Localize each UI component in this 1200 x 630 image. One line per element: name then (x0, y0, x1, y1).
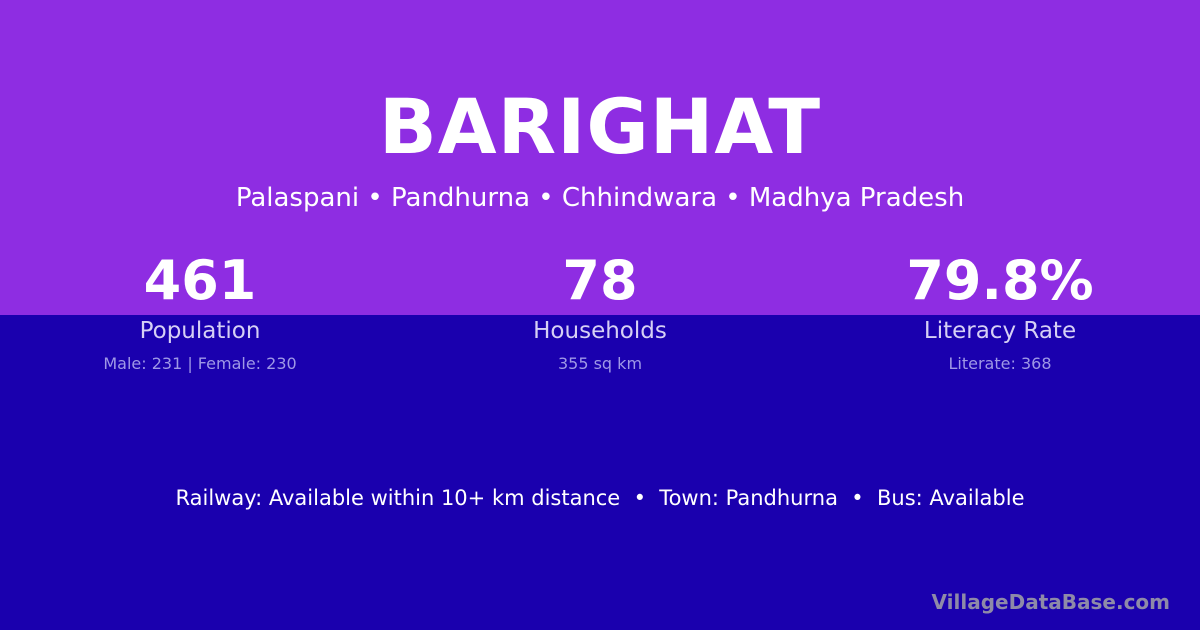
stat-label: Households (533, 318, 667, 344)
stat-sub: Male: 231 | Female: 230 (103, 354, 297, 373)
location-breadcrumb: Palaspani • Pandhurna • Chhindwara • Mad… (235, 183, 965, 213)
stat-sub: 355 sq km (557, 354, 643, 373)
village-title: BARIGHAT (378, 82, 822, 171)
facts-line: Railway: Available within 10+ km distanc… (175, 486, 1025, 510)
stat-value: 461 (143, 249, 257, 312)
stat-label: Literacy Rate (923, 318, 1077, 344)
header-band (0, 0, 1200, 315)
stat-households: 78 Households 355 sq km (400, 249, 800, 374)
stat-literacy: 79.8% Literacy Rate Literate: 368 (800, 249, 1200, 374)
stat-sub: Literate: 368 (948, 354, 1052, 373)
brand-watermark: VillageDataBase.com (931, 590, 1170, 614)
stat-value: 78 (562, 249, 638, 312)
stat-population: 461 Population Male: 231 | Female: 230 (0, 249, 400, 374)
stat-label: Population (139, 318, 261, 344)
stat-value: 79.8% (906, 249, 1094, 312)
